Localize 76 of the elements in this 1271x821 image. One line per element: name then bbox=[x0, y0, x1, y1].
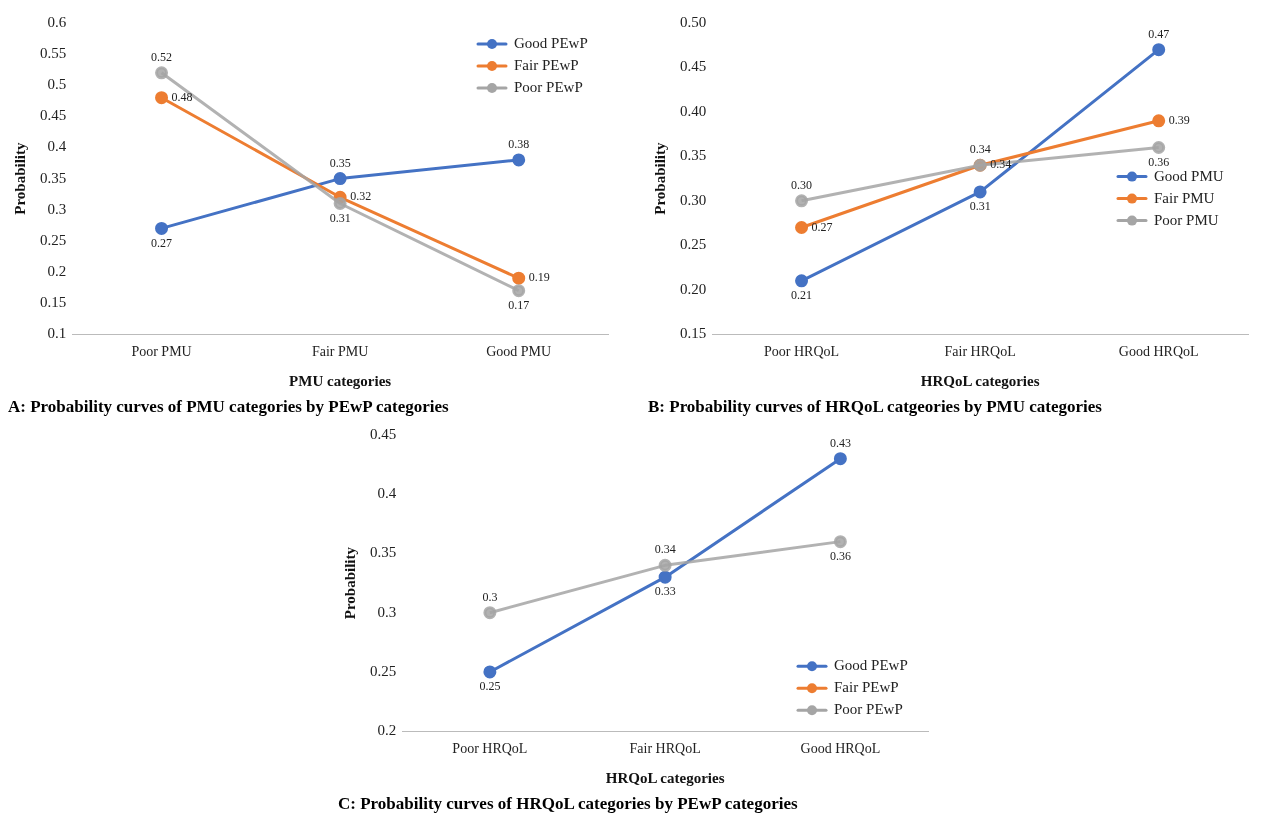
data-label: 0.30 bbox=[791, 177, 813, 192]
y-tick-label: 0.4 bbox=[377, 485, 397, 502]
data-label: 0.36 bbox=[1148, 154, 1170, 169]
y-axis-title: Probability bbox=[341, 546, 358, 620]
y-tick-label: 0.35 bbox=[370, 544, 397, 561]
y-tick-label: 0.40 bbox=[680, 102, 707, 119]
y-tick-label: 0.35 bbox=[680, 147, 707, 164]
data-label: 0.34 bbox=[990, 157, 1012, 172]
data-label: 0.43 bbox=[829, 435, 851, 450]
legend-label: Poor PMU bbox=[1154, 211, 1219, 228]
y-tick-label: 0.25 bbox=[680, 236, 707, 253]
data-label: 0.39 bbox=[1168, 112, 1190, 127]
y-tick-label: 0.3 bbox=[377, 603, 397, 620]
y-tick-label: 0.20 bbox=[680, 280, 707, 297]
text: C: Probability curves of HRQoL categories by PEwP categories bbox=[338, 794, 799, 814]
legend-label: Poor PEwP bbox=[834, 701, 903, 718]
y-tick-label: 0.4 bbox=[47, 138, 67, 155]
y-tick-label: 0.35 bbox=[40, 169, 67, 186]
data-label: 0.27 bbox=[151, 235, 173, 250]
y-tick-label: 0.1 bbox=[47, 325, 67, 342]
y-tick-label: 0.25 bbox=[370, 662, 397, 679]
data-label: 0.31 bbox=[969, 199, 991, 214]
legend-label: Good PMU bbox=[1154, 167, 1224, 184]
x-tick-label: Good HRQoL bbox=[1118, 344, 1199, 360]
y-tick-label: 0.2 bbox=[47, 262, 67, 279]
legend-label: Good PEwP bbox=[834, 657, 908, 674]
data-label: 0.19 bbox=[528, 270, 550, 285]
data-label: 0.38 bbox=[508, 137, 530, 152]
data-label: 0.47 bbox=[1148, 26, 1170, 41]
x-tick-label: Good HRQoL bbox=[800, 741, 881, 757]
data-label: 0.35 bbox=[329, 155, 351, 170]
y-tick-label: 0.5 bbox=[47, 76, 67, 93]
y-axis-title: Probability bbox=[651, 141, 668, 215]
data-label: 0.3 bbox=[482, 589, 498, 604]
data-label: 0.33 bbox=[654, 584, 676, 599]
legend-label: Fair PMU bbox=[1154, 189, 1215, 206]
y-tick-label: 0.6 bbox=[47, 13, 67, 30]
legend-label: Fair PEwP bbox=[834, 679, 899, 696]
legend-label: Poor PEwP bbox=[514, 78, 583, 95]
data-label: 0.52 bbox=[151, 49, 173, 64]
x-tick-label: Fair HRQoL bbox=[629, 741, 701, 757]
data-label: 0.32 bbox=[350, 189, 372, 204]
data-label: 0.25 bbox=[479, 679, 501, 694]
y-tick-label: 0.2 bbox=[377, 722, 397, 739]
text: A: Probability curves of PMU categories by PEwP categories bbox=[8, 397, 450, 417]
data-label: 0.48 bbox=[171, 89, 193, 104]
y-tick-label: 0.25 bbox=[40, 231, 67, 248]
data-label: 0.17 bbox=[508, 297, 530, 312]
y-tick-label: 0.15 bbox=[680, 325, 707, 342]
y-tick-label: 0.45 bbox=[680, 58, 707, 75]
y-tick-label: 0.55 bbox=[40, 45, 67, 62]
x-tick-label: Poor HRQoL bbox=[452, 741, 528, 757]
x-tick-label: Good PMU bbox=[486, 344, 552, 360]
text: B: Probability curves of HRQoL catgeories by PMU categories bbox=[648, 397, 1103, 417]
y-tick-label: 0.50 bbox=[680, 13, 707, 30]
y-tick-label: 0.45 bbox=[370, 425, 397, 442]
y-axis-title: Probability bbox=[11, 141, 28, 215]
x-axis-title: HRQoL categories bbox=[920, 372, 1040, 389]
x-axis-title: HRQoL categories bbox=[605, 769, 725, 786]
y-tick-label: 0.3 bbox=[47, 200, 67, 217]
legend-label: Fair PEwP bbox=[514, 56, 579, 73]
x-tick-label: Fair HRQoL bbox=[944, 344, 1016, 360]
data-label: 0.34 bbox=[654, 542, 676, 557]
y-tick-label: 0.45 bbox=[40, 107, 67, 124]
data-label: 0.34 bbox=[969, 142, 991, 157]
x-tick-label: Poor PMU bbox=[131, 344, 192, 360]
legend-label: Good PEwP bbox=[514, 34, 588, 51]
x-axis-title: PMU categories bbox=[289, 372, 392, 389]
data-label: 0.21 bbox=[791, 288, 813, 303]
x-tick-label: Fair PMU bbox=[311, 344, 369, 360]
x-tick-label: Poor HRQoL bbox=[764, 344, 840, 360]
data-label: 0.36 bbox=[829, 548, 851, 563]
y-tick-label: 0.30 bbox=[680, 191, 707, 208]
data-label: 0.31 bbox=[329, 210, 351, 225]
y-tick-label: 0.15 bbox=[40, 294, 67, 311]
data-label: 0.27 bbox=[811, 219, 833, 234]
